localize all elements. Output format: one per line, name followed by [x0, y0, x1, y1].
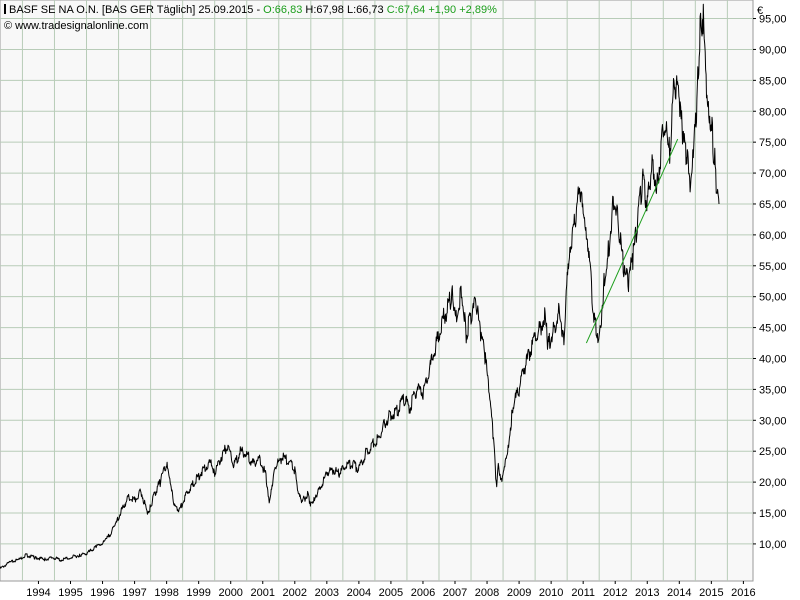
- instrument-name: BASF SE NA O.N.: [9, 4, 99, 16]
- x-tick-label: 1998: [154, 587, 178, 599]
- x-tick-label: 1994: [26, 587, 50, 599]
- y-tick-label: 80,00: [759, 106, 787, 118]
- x-tick-label: 2007: [443, 587, 467, 599]
- y-tick-label: 65,00: [759, 199, 787, 211]
- y-tick-label: 90,00: [759, 44, 787, 56]
- price-line: [0, 3, 720, 569]
- y-tick-label: 10,00: [759, 539, 787, 551]
- grid: [0, 0, 753, 581]
- x-tick-label: 2012: [603, 587, 627, 599]
- x-tick-label: 2004: [347, 587, 371, 599]
- x-tick-label: 2000: [218, 587, 242, 599]
- series-layer: [0, 3, 720, 569]
- x-tick-label: 2015: [699, 587, 723, 599]
- instrument-symbol: [BAS GER Täglich]: [101, 4, 196, 16]
- x-tick-label: 2003: [315, 587, 339, 599]
- y-tick-label: 15,00: [759, 508, 787, 520]
- x-tick-label: 1995: [58, 587, 82, 599]
- x-tick-label: 2014: [667, 587, 691, 599]
- low-value: L:66,73: [346, 4, 384, 16]
- bar-icon: [4, 4, 6, 14]
- chart-header: BASF SE NA O.N. [BAS GER Täglich] 25.09.…: [4, 4, 497, 16]
- x-tick-label: 1997: [122, 587, 146, 599]
- x-tick-label: 2005: [379, 587, 403, 599]
- x-axis: 1994 1995 1996 1997 1998 1999 2000 2001 2002 2003…: [26, 581, 756, 599]
- currency-label: €: [757, 5, 764, 17]
- x-tick-label: 2010: [539, 587, 563, 599]
- y-axis: 10,00 15,00 20,00 25,00 30,00 35,00 40,00 45,00…: [753, 14, 787, 551]
- close-value: C:67,64: [386, 4, 426, 16]
- y-tick-label: 40,00: [759, 353, 787, 365]
- y-tick-label: 30,00: [759, 415, 787, 427]
- plot-background: [0, 0, 754, 582]
- x-tick-label: 2002: [283, 587, 307, 599]
- x-tick-label: 2009: [507, 587, 531, 599]
- x-tick-label: 1999: [186, 587, 210, 599]
- x-tick-label: 2016: [731, 587, 755, 599]
- y-tick-label: 60,00: [759, 230, 787, 242]
- high-value: H:67,98: [305, 4, 344, 16]
- y-tick-label: 50,00: [759, 292, 787, 304]
- x-tick-label: 2006: [411, 587, 435, 599]
- x-tick-label: 2013: [635, 587, 659, 599]
- quote-date: 25.09.2015: [198, 4, 254, 16]
- x-tick-label: 2011: [571, 587, 595, 599]
- y-tick-label: 85,00: [759, 75, 787, 87]
- open-value: O:66,83: [263, 4, 303, 16]
- y-tick-label: 75,00: [759, 137, 787, 149]
- x-tick-label: 2001: [251, 587, 275, 599]
- y-tick-label: 55,00: [759, 261, 787, 273]
- x-tick-label: 1996: [90, 587, 114, 599]
- y-tick-label: 25,00: [759, 446, 787, 458]
- x-tick-label: 2008: [475, 587, 499, 599]
- source-credit: © www.tradesignalonline.com: [4, 20, 149, 32]
- change-percent: +2,89%: [459, 4, 497, 16]
- change-value: +1,90: [428, 4, 457, 16]
- y-tick-label: 45,00: [759, 323, 787, 335]
- y-tick-label: 20,00: [759, 477, 787, 489]
- y-tick-label: 35,00: [759, 384, 787, 396]
- y-tick-label: 70,00: [759, 168, 787, 180]
- trendline: [585, 138, 679, 344]
- y-tick-label: 95,00: [759, 14, 787, 26]
